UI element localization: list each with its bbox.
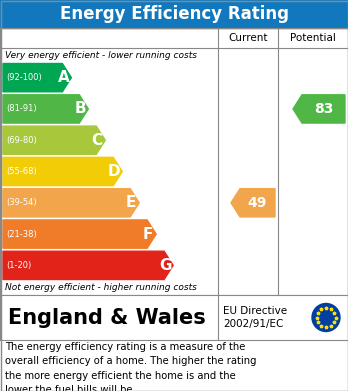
- Text: EU Directive: EU Directive: [223, 307, 287, 316]
- Polygon shape: [3, 63, 71, 92]
- Polygon shape: [3, 95, 88, 123]
- Text: The energy efficiency rating is a measure of the
overall efficiency of a home. T: The energy efficiency rating is a measur…: [5, 342, 256, 391]
- Text: G: G: [159, 258, 171, 273]
- Text: B: B: [74, 101, 86, 117]
- Bar: [0, 0, 348, 28]
- Text: Energy Efficiency Rating: Energy Efficiency Rating: [60, 5, 288, 23]
- Text: 83: 83: [314, 102, 333, 116]
- Text: England & Wales: England & Wales: [8, 307, 206, 328]
- Polygon shape: [3, 126, 105, 154]
- Text: (92-100): (92-100): [6, 73, 42, 82]
- Polygon shape: [3, 157, 122, 186]
- Text: (55-68): (55-68): [6, 167, 37, 176]
- Text: Current: Current: [228, 33, 268, 43]
- Text: F: F: [143, 226, 153, 242]
- Polygon shape: [293, 95, 345, 123]
- Text: 2002/91/EC: 2002/91/EC: [223, 319, 283, 328]
- Text: (39-54): (39-54): [6, 198, 37, 207]
- Bar: [218, 295, 348, 340]
- Bar: [0, 295, 348, 340]
- Text: Not energy efficient - higher running costs: Not energy efficient - higher running co…: [5, 283, 197, 292]
- Text: (81-91): (81-91): [6, 104, 37, 113]
- Polygon shape: [3, 188, 139, 217]
- Polygon shape: [231, 188, 275, 217]
- Bar: [0, 28, 348, 295]
- Text: A: A: [57, 70, 69, 85]
- Text: Very energy efficient - lower running costs: Very energy efficient - lower running co…: [5, 50, 197, 59]
- Text: E: E: [126, 195, 136, 210]
- Text: D: D: [108, 164, 120, 179]
- Text: 49: 49: [248, 196, 267, 210]
- Circle shape: [312, 303, 340, 332]
- Text: (21-38): (21-38): [6, 230, 37, 239]
- Text: C: C: [92, 133, 103, 148]
- Text: (69-80): (69-80): [6, 136, 37, 145]
- Text: (1-20): (1-20): [6, 261, 31, 270]
- Polygon shape: [3, 251, 173, 280]
- Polygon shape: [3, 220, 156, 248]
- Text: Potential: Potential: [290, 33, 336, 43]
